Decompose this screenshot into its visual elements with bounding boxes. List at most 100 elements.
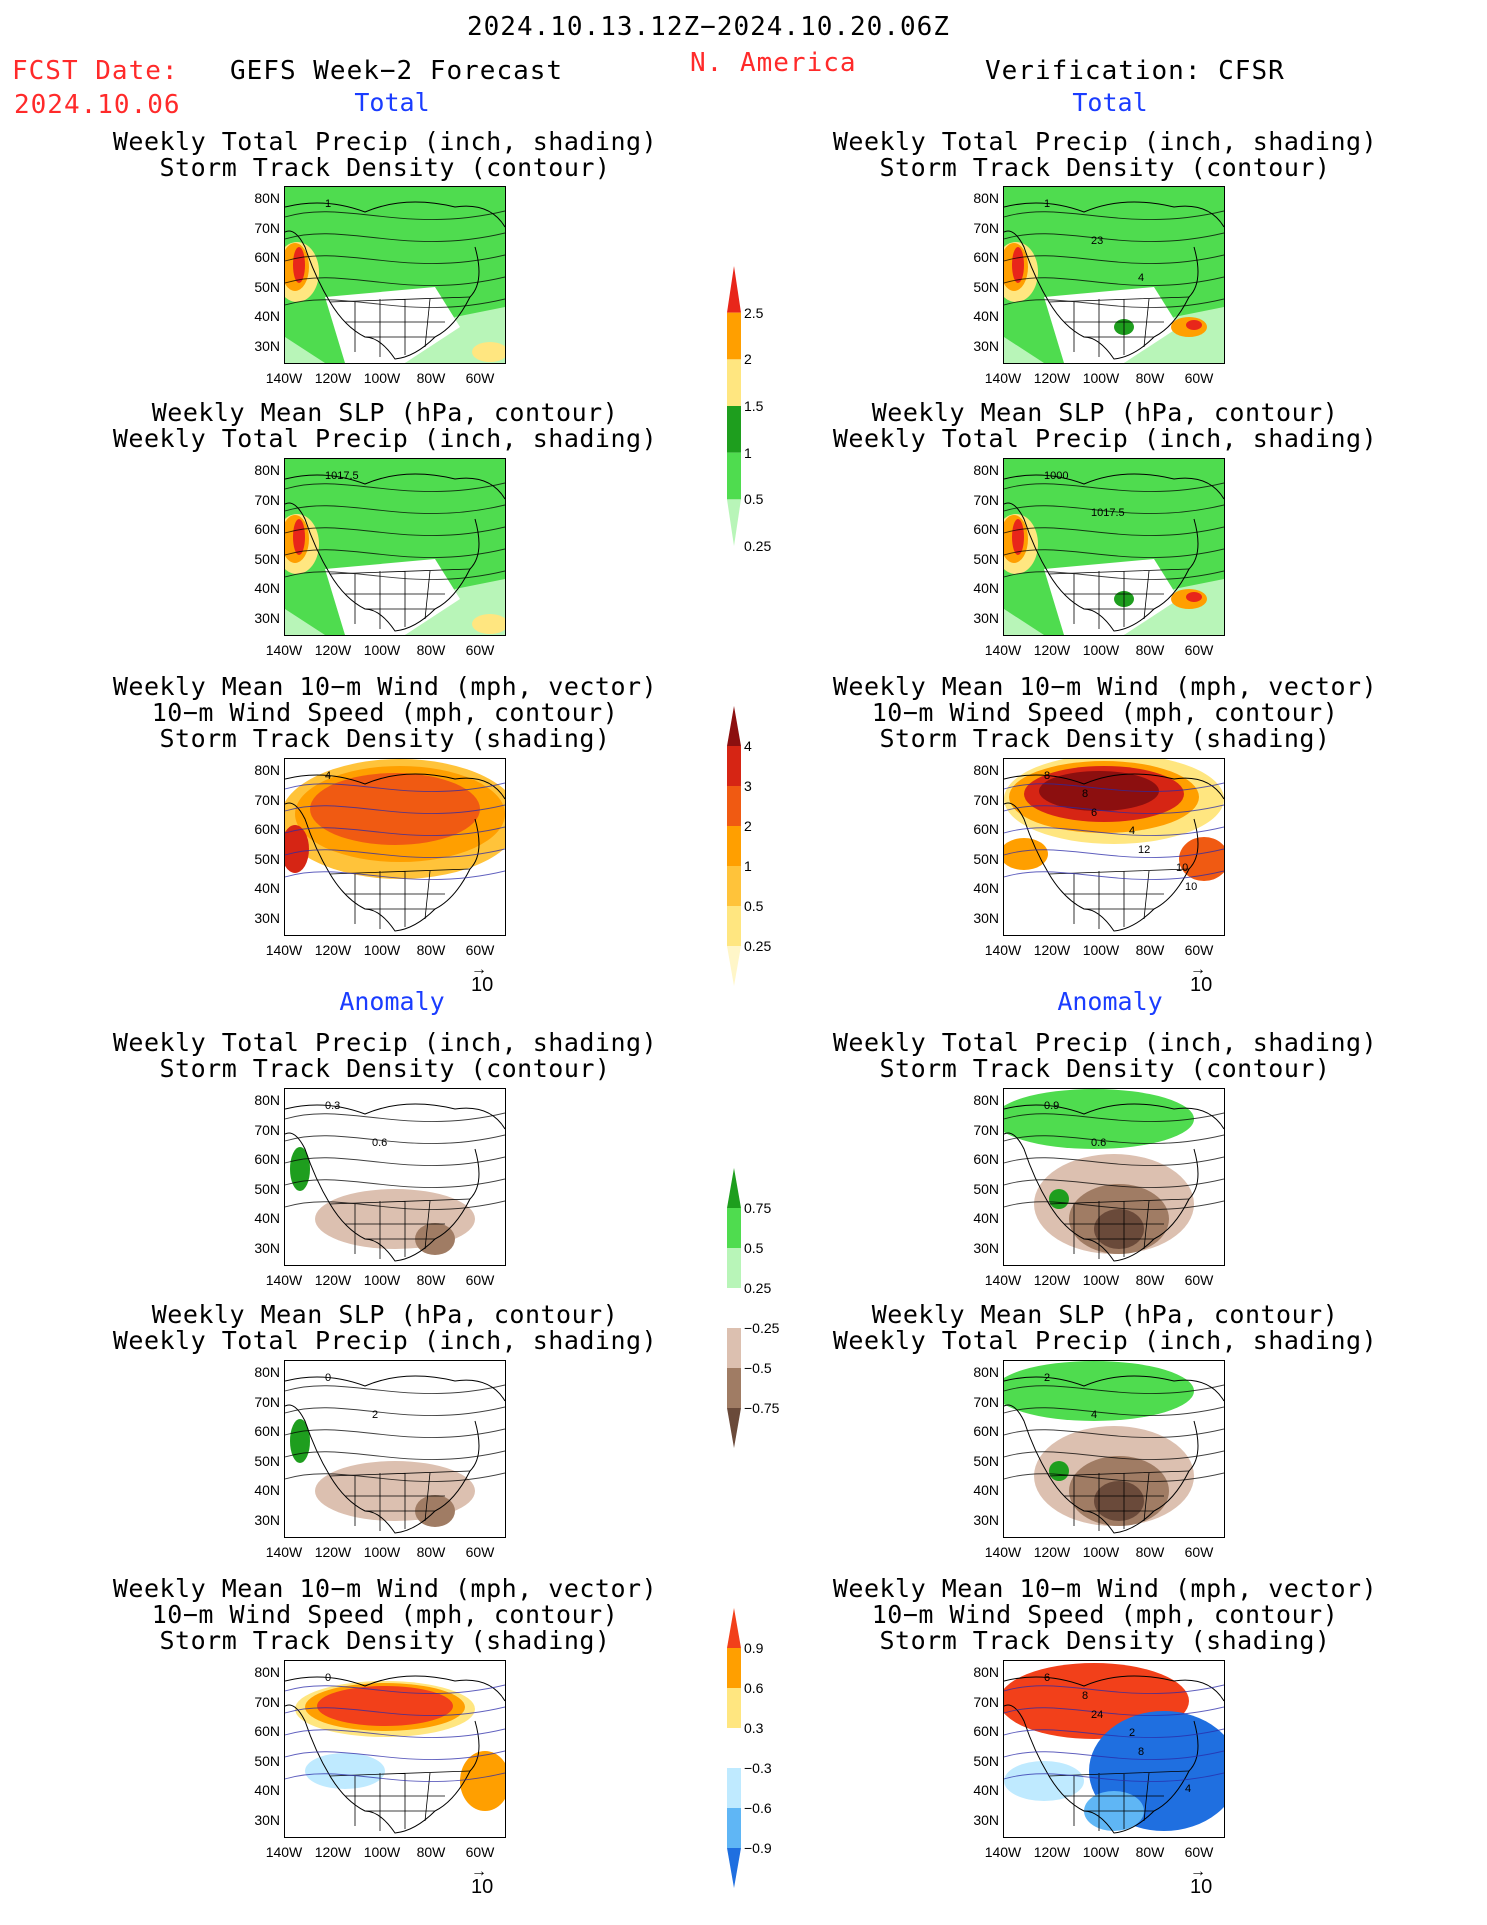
- title-obs-wind-anom-3: Storm Track Density (shading): [879, 1626, 1331, 1655]
- fc-slp-total-map: 1017.5: [284, 458, 506, 636]
- lat-tick-label: 80N: [973, 190, 999, 206]
- vector-reference-label: → 10: [471, 1863, 494, 1899]
- lon-tick-label: 100W: [363, 1544, 401, 1560]
- lon-tick-label: 120W: [314, 642, 352, 658]
- contour-label: 0: [325, 1372, 331, 1384]
- lat-tick-label: 70N: [973, 1121, 999, 1138]
- colorbar-swatch: [727, 1768, 741, 1808]
- title-obs-slp-anom-1: Weekly Mean SLP (hPa, contour): [871, 1300, 1339, 1329]
- colorbar-swatch: [727, 786, 741, 826]
- colorbar-label: 0.75: [744, 1200, 772, 1216]
- lat-tick-label: 50N: [254, 1180, 280, 1197]
- lat-tick-label: 30N: [254, 1511, 280, 1528]
- title-obs-precip-total-1: Weekly Total Precip (inch, shading): [832, 127, 1378, 156]
- lat-tick-label: 70N: [254, 1393, 280, 1410]
- title-fc-wind-total-3: Storm Track Density (shading): [159, 724, 611, 753]
- lat-tick-label: 70N: [254, 1693, 280, 1710]
- contour-label: 1: [1044, 198, 1050, 210]
- title-obs-slp-anom-2: Weekly Total Precip (inch, shading): [832, 1326, 1378, 1355]
- colorbar-swatch: [727, 266, 741, 313]
- contour-label: 8: [1082, 788, 1088, 800]
- colorbar-label: 0.6: [744, 1680, 764, 1696]
- lat-tick-label: 40N: [254, 308, 280, 324]
- lon-tick-label: 80W: [416, 370, 446, 386]
- colorbar-label: 0.25: [744, 938, 772, 954]
- title-fc-slp-anom-2: Weekly Total Precip (inch, shading): [112, 1326, 658, 1355]
- lon-tick-label: 120W: [1033, 642, 1071, 658]
- lon-tick-label: 140W: [984, 942, 1022, 958]
- lon-tick-label: 80W: [416, 942, 446, 958]
- contour-label: 4: [1129, 825, 1135, 837]
- lat-tick-label: 30N: [973, 609, 999, 626]
- lat-tick-label: 40N: [973, 1210, 999, 1226]
- lat-tick-label: 60N: [254, 1151, 280, 1167]
- colorbar-label: −0.25: [744, 1320, 780, 1336]
- lat-tick-label: 60N: [254, 821, 280, 837]
- lon-tick-label: 100W: [1082, 1844, 1120, 1860]
- lat-tick-label: 50N: [254, 550, 280, 567]
- lon-tick-label: 80W: [416, 1844, 446, 1860]
- lat-tick-label: 30N: [254, 1811, 280, 1828]
- colorbar-swatch: [727, 1328, 741, 1368]
- colorbar-swatch: [727, 1648, 741, 1688]
- lat-tick-label: 80N: [973, 762, 999, 778]
- lat-tick-label: 30N: [254, 909, 280, 926]
- lat-tick-label: 80N: [254, 190, 280, 206]
- lat-tick-label: 80N: [973, 462, 999, 478]
- colorbar-label: −0.9: [744, 1840, 772, 1856]
- contour-label: 6: [1044, 1672, 1050, 1684]
- colorbar-label: 1.5: [744, 398, 764, 414]
- colorbar-swatch: [727, 359, 741, 406]
- lat-tick-label: 80N: [254, 1664, 280, 1680]
- colorbar-label: 0.3: [744, 1720, 764, 1736]
- lon-tick-label: 80W: [1135, 1544, 1165, 1560]
- obs-precip-anom-map: 0.9 0.6: [1003, 1088, 1225, 1266]
- lat-tick-label: 40N: [973, 580, 999, 596]
- lat-tick-label: 50N: [973, 1180, 999, 1197]
- colorbar-label: −0.6: [744, 1800, 772, 1816]
- contour-label: 4: [1185, 1783, 1191, 1795]
- colorbar-label: −0.75: [744, 1400, 780, 1416]
- fc-wind-total-map: 4: [284, 758, 506, 936]
- title-obs-wind-anom-1: Weekly Mean 10−m Wind (mph, vector): [832, 1574, 1378, 1603]
- contour-label: 0: [325, 1672, 331, 1684]
- title-fc-slp-total-2: Weekly Total Precip (inch, shading): [112, 424, 658, 453]
- contour-label: 10: [1176, 862, 1188, 874]
- colorbar-swatch: [727, 1248, 741, 1288]
- lon-tick-label: 140W: [984, 642, 1022, 658]
- lon-tick-label: 60W: [1184, 642, 1214, 658]
- colorbar-swatch: [727, 1288, 741, 1328]
- model-title: GEFS Week−2 Forecast: [230, 56, 564, 86]
- lon-tick-label: 100W: [1082, 642, 1120, 658]
- lon-tick-label: 140W: [984, 370, 1022, 386]
- lon-tick-label: 140W: [265, 1272, 303, 1288]
- colorbar-swatch: [727, 1208, 741, 1248]
- lon-tick-label: 60W: [1184, 1272, 1214, 1288]
- lat-tick-label: 50N: [254, 278, 280, 295]
- lon-tick-label: 140W: [265, 370, 303, 386]
- colorbar-swatch: [727, 946, 741, 986]
- colorbar-label: 0.25: [744, 538, 772, 554]
- colorbar-swatch: [727, 1848, 741, 1888]
- colorbar-label: 2.5: [744, 304, 764, 321]
- lon-tick-label: 100W: [363, 642, 401, 658]
- lon-tick-label: 100W: [1082, 942, 1120, 958]
- fcst-date-label: FCST Date:: [12, 56, 179, 86]
- colorbar-swatch: [727, 1688, 741, 1728]
- lat-tick-label: 40N: [254, 580, 280, 596]
- lat-tick-label: 30N: [254, 1239, 280, 1256]
- contour-label: 4: [325, 770, 331, 782]
- lon-tick-label: 60W: [1184, 1844, 1214, 1860]
- title-fc-precip-anom-2: Storm Track Density (contour): [159, 1054, 611, 1083]
- colorbar-swatch: [727, 746, 741, 786]
- lon-tick-label: 80W: [1135, 1844, 1165, 1860]
- lat-tick-label: 80N: [254, 1092, 280, 1108]
- lat-tick-label: 70N: [973, 1393, 999, 1410]
- fc-wind-anom-map: 0: [284, 1660, 506, 1838]
- lat-tick-label: 60N: [973, 249, 999, 265]
- title-fc-slp-anom-1: Weekly Mean SLP (hPa, contour): [151, 1300, 619, 1329]
- lon-tick-label: 120W: [1033, 1844, 1071, 1860]
- lat-tick-label: 30N: [973, 1811, 999, 1828]
- lon-tick-label: 120W: [314, 942, 352, 958]
